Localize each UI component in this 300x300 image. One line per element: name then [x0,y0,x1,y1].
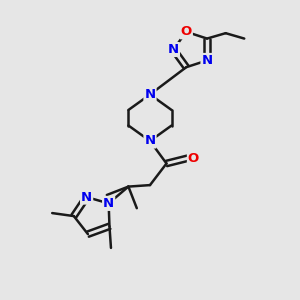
Text: O: O [181,25,192,38]
Text: N: N [202,54,213,67]
Text: N: N [144,88,156,101]
Text: N: N [81,190,92,204]
Text: N: N [144,134,156,148]
Text: N: N [168,43,179,56]
Text: O: O [188,152,199,165]
Text: N: N [103,197,114,210]
